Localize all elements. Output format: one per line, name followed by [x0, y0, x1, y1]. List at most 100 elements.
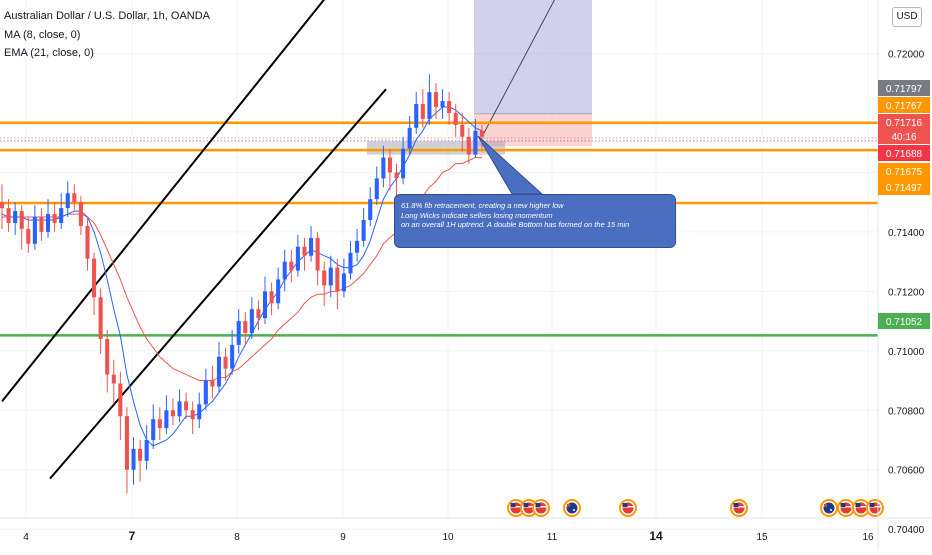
candle: [322, 261, 327, 307]
candle-body: [262, 291, 268, 319]
time-tick-label: 11: [547, 532, 558, 543]
candle: [341, 258, 346, 298]
candle: [414, 92, 419, 134]
candle: [144, 425, 149, 470]
candle: [59, 193, 64, 229]
candle: [387, 148, 392, 191]
candle-body: [328, 267, 333, 286]
time-tick-label: 4: [23, 532, 29, 543]
candle: [170, 398, 175, 426]
candle-body: [315, 237, 320, 271]
price-tick-label: 0.72000: [888, 50, 925, 61]
candle: [39, 208, 44, 241]
candle: [72, 184, 77, 212]
candle-body: [433, 92, 439, 108]
candle: [13, 202, 18, 235]
candle-body: [282, 261, 287, 280]
candle: [124, 407, 129, 494]
candle: [223, 347, 228, 381]
price-label: 0.71688: [878, 145, 930, 161]
ma-indicator-label[interactable]: MA (8, close, 0): [4, 29, 81, 41]
svg-text:0.71675: 0.71675: [886, 167, 923, 178]
target-zone: [474, 0, 592, 114]
candle-body: [420, 104, 425, 119]
price-label: 0.71716: [878, 114, 930, 130]
candle-body: [0, 202, 5, 209]
candle-body: [151, 419, 156, 440]
time-tick-label: 15: [756, 532, 768, 543]
candle: [98, 288, 103, 354]
candle-body: [348, 252, 353, 274]
candle: [45, 199, 51, 238]
price-label: 0.71675: [878, 163, 930, 179]
candle-body: [309, 237, 314, 256]
candle: [348, 240, 353, 280]
candle-body: [394, 172, 399, 179]
channel-upper-line: [1, 0, 326, 402]
svg-text:40:16: 40:16: [891, 132, 916, 143]
currency-button[interactable]: USD: [892, 7, 922, 27]
candle-body: [26, 228, 31, 244]
candle: [401, 136, 406, 185]
candle-body: [289, 261, 294, 271]
svg-text:0.71716: 0.71716: [886, 118, 923, 129]
candle-body: [157, 419, 162, 429]
price-tick-label: 0.70600: [888, 466, 925, 477]
candle: [52, 202, 57, 232]
candle: [105, 330, 110, 393]
candle-body: [335, 267, 340, 292]
candle: [236, 309, 241, 354]
candle-body: [52, 214, 57, 223]
candle: [164, 395, 169, 435]
price-tick-label: 0.70400: [888, 525, 925, 536]
candle-body: [230, 344, 235, 369]
candle-body: [65, 193, 70, 209]
candle: [190, 401, 195, 435]
price-tick-label: 0.71000: [888, 347, 925, 358]
svg-text:0.71797: 0.71797: [886, 84, 923, 95]
candle: [460, 112, 465, 152]
candle-body: [85, 225, 90, 259]
candle: [302, 237, 307, 271]
candle: [216, 341, 222, 393]
candle-body: [302, 246, 307, 256]
candle-body: [295, 246, 300, 271]
candle: [427, 74, 432, 125]
ema-indicator-label[interactable]: EMA (21, close, 0): [4, 47, 94, 59]
candle-body: [243, 321, 248, 333]
candle-body: [256, 309, 261, 319]
candle-body: [98, 297, 103, 339]
candle-body: [111, 374, 116, 384]
candle-body: [78, 202, 83, 226]
candle: [368, 187, 373, 226]
candle: [433, 83, 439, 119]
candle: [355, 228, 360, 262]
candle-body: [387, 157, 392, 173]
svg-text:0.71052: 0.71052: [886, 317, 923, 328]
symbol-title: Australian Dollar / U.S. Dollar, 1h, OAN…: [4, 10, 211, 22]
target-arrow-line: [481, 0, 555, 137]
candle-body: [13, 211, 18, 223]
candle: [466, 127, 471, 164]
candle-body: [138, 448, 143, 461]
candle: [111, 359, 116, 405]
time-tick-label: 16: [862, 532, 874, 543]
candle-body: [401, 148, 406, 179]
candle-body: [118, 383, 123, 417]
candle-body: [414, 104, 419, 128]
event-flag-icon: [820, 499, 838, 517]
candle: [374, 166, 379, 206]
candle: [473, 118, 478, 158]
price-label: 0.71052: [878, 313, 930, 329]
candle: [315, 231, 320, 286]
candle: [92, 252, 97, 316]
ma-8-line: [1, 106, 483, 447]
candle-body: [341, 273, 346, 292]
candle-body: [32, 217, 37, 244]
candle-body: [466, 136, 471, 155]
candle: [184, 392, 189, 420]
candle: [420, 89, 425, 128]
annotation-note[interactable]: 61.8% fib retracement, creating a new hi…: [394, 194, 676, 248]
